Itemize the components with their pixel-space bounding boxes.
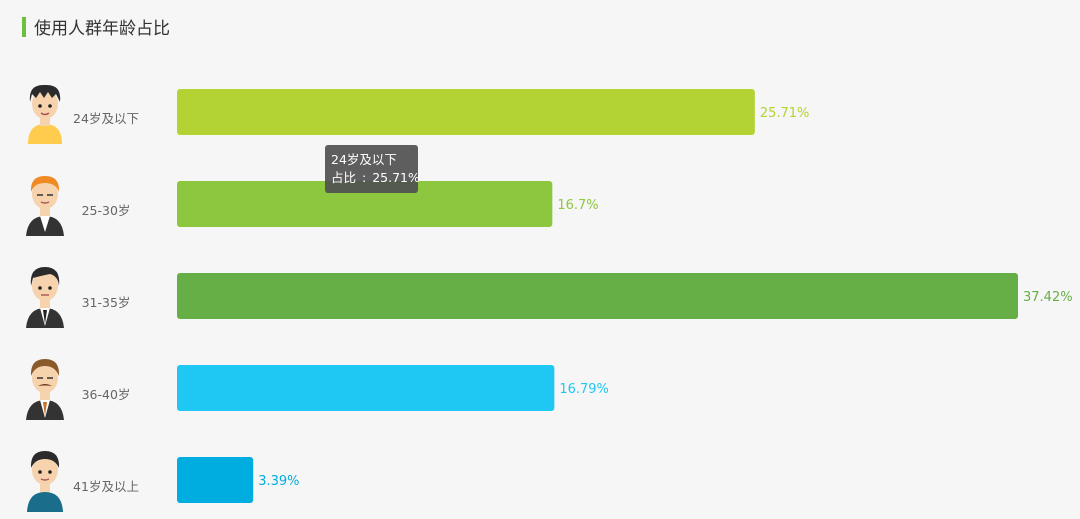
bar-1[interactable] xyxy=(177,89,755,135)
tooltip-label: 占比 xyxy=(331,170,357,185)
bar-value-label-5: 3.39% xyxy=(258,474,299,489)
bar-value-label-1: 25.71% xyxy=(760,106,810,121)
bar-value-label-3: 37.42% xyxy=(1023,290,1073,305)
chart-title-wrap: 使用人群年龄占比 xyxy=(22,14,170,39)
category-label-1: 24岁及以下 xyxy=(73,111,139,126)
chart-title: 使用人群年龄占比 xyxy=(34,19,170,39)
title-accent-bar xyxy=(22,16,26,37)
bar-2[interactable] xyxy=(177,181,553,227)
bar-value-label-2: 16.7% xyxy=(557,198,598,213)
tooltip-value: 25.71% xyxy=(372,170,420,185)
bar-3[interactable] xyxy=(177,273,1018,319)
orange-hair-suit-icon xyxy=(26,176,64,236)
bar-tooltip: 24岁及以下 占比 : 25.71% xyxy=(325,145,420,193)
category-label-5: 41岁及以上 xyxy=(73,479,139,494)
tooltip-category: 24岁及以下 xyxy=(331,152,397,167)
mustache-man-suit-icon xyxy=(26,359,64,420)
man-blue-shirt-icon xyxy=(27,451,63,512)
boy-yellow-shirt-icon xyxy=(28,84,62,144)
bar-5[interactable] xyxy=(177,457,254,503)
tooltip-value-row: 占比 : 25.71% xyxy=(331,170,420,185)
category-label-4: 36-40岁 xyxy=(82,387,131,402)
bar-4[interactable] xyxy=(177,365,555,411)
businessman-suit-icon xyxy=(26,267,64,328)
category-label-3: 31-35岁 xyxy=(82,295,131,310)
category-label-2: 25-30岁 xyxy=(82,203,131,218)
bar-value-label-4: 16.79% xyxy=(559,382,609,397)
